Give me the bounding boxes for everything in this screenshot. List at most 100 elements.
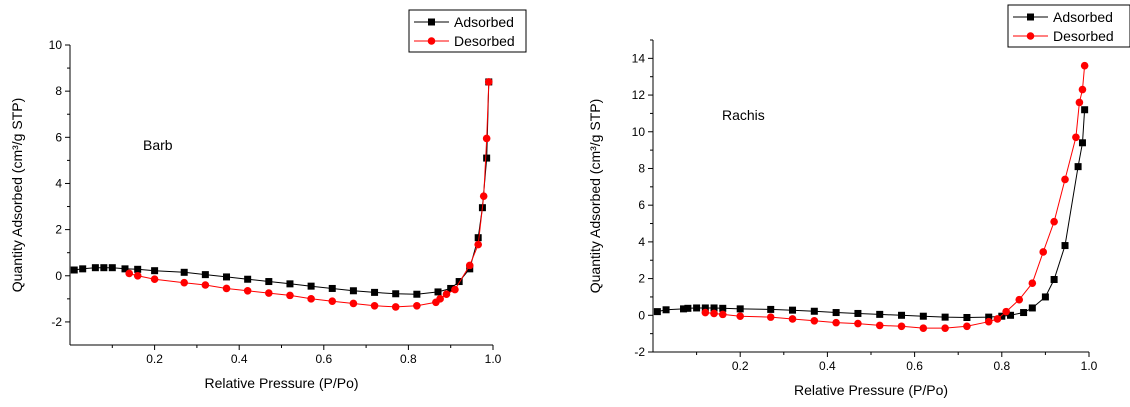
y-tick-label: 0 <box>55 269 62 283</box>
data-point <box>876 310 884 318</box>
series-line <box>705 65 1086 329</box>
data-point <box>963 322 971 331</box>
data-point <box>391 303 400 311</box>
data-point <box>201 271 209 279</box>
legend-label: Adsorbed <box>454 14 514 30</box>
data-point <box>832 318 840 327</box>
data-point <box>1028 279 1037 287</box>
x-tick-label: 0.6 <box>315 352 332 366</box>
x-tick-label: 0.4 <box>231 352 248 366</box>
data-point <box>1041 293 1049 301</box>
data-point <box>919 312 927 320</box>
data-point <box>875 321 884 330</box>
y-tick-label: 8 <box>638 161 645 175</box>
data-point <box>680 305 688 313</box>
data-point <box>854 319 862 328</box>
x-tick-label: 0.4 <box>819 359 836 373</box>
data-point <box>474 240 482 249</box>
y-tick-label: -2 <box>634 345 645 359</box>
data-point <box>108 264 116 272</box>
legend-swatch-marker <box>1026 32 1035 40</box>
data-point <box>307 282 315 290</box>
legend-box <box>1007 4 1130 48</box>
data-point <box>455 278 463 286</box>
data-point <box>349 287 357 295</box>
data-point <box>286 291 294 300</box>
data-point <box>465 261 474 270</box>
data-point <box>286 280 294 288</box>
data-point <box>482 134 491 143</box>
data-point <box>1039 248 1048 256</box>
legend-swatch-marker <box>1027 13 1034 21</box>
data-point <box>919 324 928 332</box>
data-point <box>442 290 451 299</box>
x-tick-label: 0.6 <box>906 359 923 373</box>
data-point <box>984 317 993 326</box>
y-tick-label: 10 <box>632 125 646 139</box>
series-adsorbed <box>653 106 1089 321</box>
data-point <box>1020 309 1028 317</box>
data-point <box>1078 85 1087 94</box>
data-point <box>993 315 1002 323</box>
data-point <box>413 301 421 310</box>
data-point <box>328 284 336 292</box>
data-point <box>180 278 189 287</box>
sample-label: Barb <box>143 137 173 153</box>
data-point <box>1050 217 1058 226</box>
y-axis-title: Quantity Adsorbed (cm³/g STP) <box>9 98 25 293</box>
data-point <box>941 324 949 332</box>
x-tick-label: 0.8 <box>400 352 417 366</box>
data-point <box>710 304 718 312</box>
series-adsorbed <box>70 78 493 298</box>
data-point <box>222 284 231 293</box>
x-tick-label: 0.8 <box>993 359 1010 373</box>
data-point <box>91 264 99 272</box>
data-point <box>789 306 797 314</box>
data-point <box>483 154 491 162</box>
data-point <box>201 281 210 289</box>
y-tick-label: 0 <box>638 308 645 322</box>
data-point <box>1072 133 1080 142</box>
data-point <box>265 278 273 286</box>
data-point <box>392 290 400 298</box>
data-point <box>701 304 709 312</box>
data-point <box>150 275 159 284</box>
data-point <box>810 307 818 315</box>
data-point <box>1015 295 1024 304</box>
data-point <box>719 304 727 312</box>
data-point <box>998 312 1006 320</box>
data-point <box>1075 98 1084 107</box>
data-point <box>1061 242 1069 250</box>
data-point <box>832 309 840 317</box>
x-tick-label: 0.2 <box>732 359 749 373</box>
data-point <box>684 304 692 312</box>
data-point <box>479 192 488 200</box>
legend-label: Adsorbed <box>1053 9 1113 25</box>
data-point <box>662 306 670 314</box>
y-axis-title: Quantity Adsorbed (cm³/g STP) <box>587 99 603 294</box>
chart-1: 0.2 0.4 0.6 0.8 1.0 -2 0 2 4 6 8 10 12 14 Relative Pre… <box>587 4 1130 398</box>
data-point <box>1078 139 1086 147</box>
series-line <box>657 109 1086 319</box>
data-point <box>941 313 949 321</box>
data-point <box>710 309 718 318</box>
data-point <box>718 310 727 319</box>
data-point <box>223 273 231 281</box>
data-point <box>897 322 906 331</box>
data-point <box>100 264 108 272</box>
legend-swatch-marker <box>427 37 436 45</box>
data-point <box>1007 311 1015 319</box>
y-tick-label: 6 <box>55 130 62 144</box>
data-point <box>1074 163 1082 171</box>
y-tick-label: 2 <box>638 272 645 286</box>
data-point <box>180 268 188 276</box>
data-point <box>484 78 493 86</box>
data-point <box>370 301 379 310</box>
data-point <box>70 266 78 274</box>
data-point <box>125 269 134 278</box>
data-point <box>1061 175 1069 184</box>
y-tick-label: -2 <box>51 315 62 329</box>
data-point <box>1028 304 1036 312</box>
data-point <box>474 234 482 242</box>
